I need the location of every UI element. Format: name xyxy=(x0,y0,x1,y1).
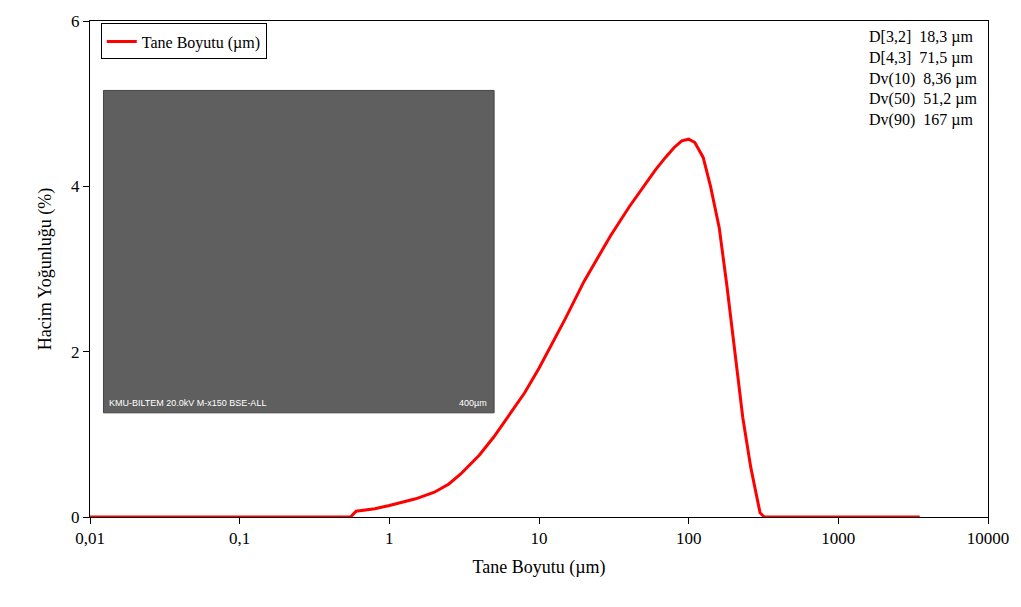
svg-text:100: 100 xyxy=(676,529,702,548)
svg-text:1000: 1000 xyxy=(821,529,855,548)
svg-text:1: 1 xyxy=(385,529,394,548)
svg-text:D[3,2] 18,3 µmD[4,3] 71,5 µm: D[3,2] 18,3 µmD[4,3] 71,5 µmDv(10) 8,36 … xyxy=(869,28,977,129)
svg-text:0: 0 xyxy=(71,508,80,527)
svg-text:10: 10 xyxy=(531,529,548,548)
svg-text:400µm: 400µm xyxy=(459,398,487,408)
svg-text:10000: 10000 xyxy=(967,529,1010,548)
svg-text:6: 6 xyxy=(71,12,80,31)
svg-text:2: 2 xyxy=(71,343,80,362)
svg-text:4: 4 xyxy=(71,177,80,196)
svg-text:Tane Boyutu (µm): Tane Boyutu (µm) xyxy=(142,34,260,52)
svg-text:KMU-BILTEM 20.0kV M-x150 BSE-A: KMU-BILTEM 20.0kV M-x150 BSE-ALL xyxy=(109,398,266,408)
svg-text:Tane Boyutu (µm): Tane Boyutu (µm) xyxy=(472,557,605,578)
svg-text:0,01: 0,01 xyxy=(75,529,105,548)
svg-text:0,1: 0,1 xyxy=(229,529,250,548)
svg-text:Hacim Yoğunluğu (%): Hacim Yoğunluğu (%) xyxy=(35,188,56,351)
